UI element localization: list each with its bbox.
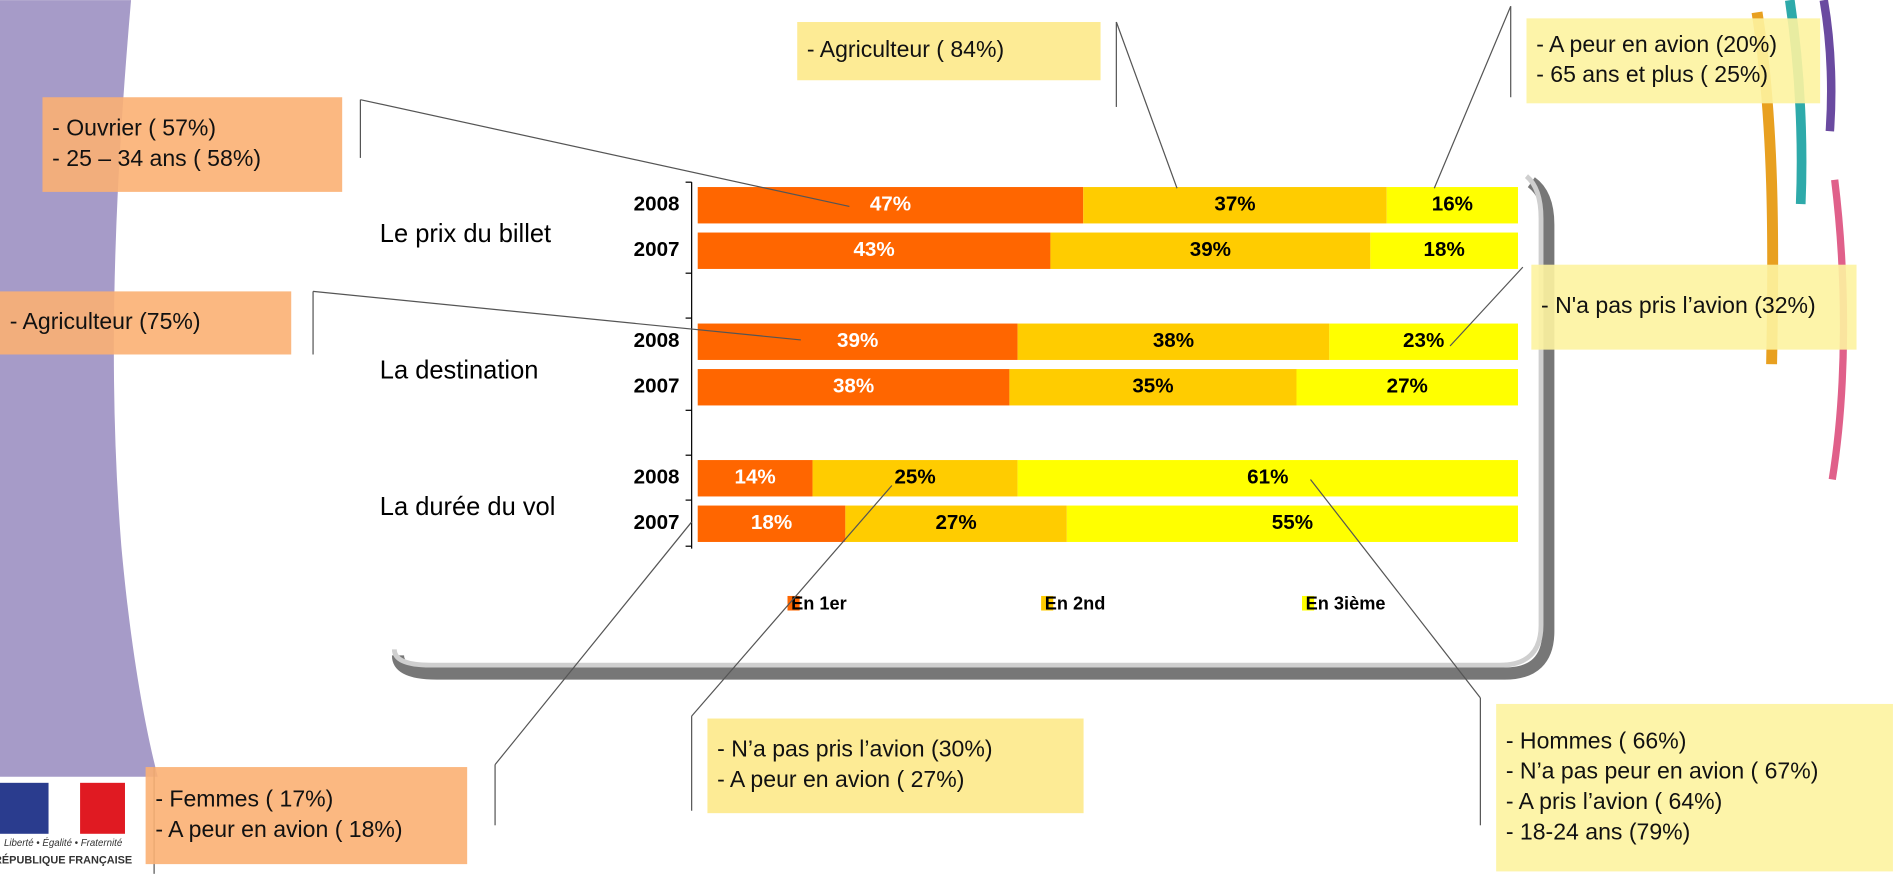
annotation-leader [1433,6,1512,189]
bar-segment [1083,187,1387,224]
annotation-text: - A pris l’avion ( 64%) [1506,788,1722,814]
annotation-text: - 18-24 ans (79%) [1506,818,1690,844]
logo-flag-red [80,782,125,834]
annotation-leader [313,290,801,341]
bar-segment [697,369,1010,406]
bar-segment [1017,460,1518,497]
value-label: 35% [1132,375,1173,398]
annotation-leader [360,99,850,208]
annotation-leader [494,521,693,766]
value-label: 55% [1272,511,1313,534]
value-label: 39% [837,329,878,352]
value-label: 43% [853,238,894,261]
value-label: 18% [751,511,792,534]
annotation-text: - N'a pas pris l’avion (32%) [1541,292,1816,318]
bar-segment [697,232,1051,269]
annotation-text: - A peur en avion (20%) [1536,31,1777,57]
annotation-leader [691,485,893,717]
annotation-text: - A peur en avion ( 18%) [155,816,402,842]
value-label: 27% [1387,375,1428,398]
value-label: 38% [833,375,874,398]
legend-label: En 2nd [1045,593,1106,613]
value-label: 39% [1190,238,1231,261]
value-label: 18% [1424,238,1465,261]
legend-swatch [1041,595,1054,611]
value-label: 25% [894,466,935,489]
bar-segment [1017,323,1330,360]
frame [391,174,1544,668]
annotation-text: - A peur en avion ( 27%) [717,766,964,792]
annotation-text: - Agriculteur ( 84%) [807,36,1004,62]
legend-swatch [787,595,800,611]
category-label: 2008 [634,466,680,489]
category-label: 2008 [634,329,680,352]
group-label: Le prix du billet [380,220,551,248]
logo-flag-blue [0,782,49,834]
bar-segment [697,187,1084,224]
annotation-text: - Femmes ( 17%) [155,786,333,812]
legend-label: En 3ième [1306,593,1386,613]
value-label: 38% [1153,329,1194,352]
value-label: 16% [1432,193,1473,216]
bar-segment [1050,232,1371,269]
side-decoration [0,0,158,777]
annotation-box [42,97,343,192]
group-label: La destination [380,357,539,385]
decor-stroke [1819,0,1836,132]
annotation-leader [1115,21,1178,189]
annotation-leader [1310,479,1481,699]
annotation-box [707,718,1084,814]
value-label: 47% [870,193,911,216]
category-label: 2007 [634,375,680,398]
logo-motto: Liberté • Égalité • Fraternité [4,838,123,849]
bar-segment [697,460,813,497]
annotation-leader [1449,266,1524,347]
bar-segment [1009,369,1297,406]
value-label: 61% [1247,466,1288,489]
annotation-box [797,22,1101,81]
annotation-text: - N’a pas peur en avion ( 67%) [1506,758,1819,784]
frame-shadow [391,177,1555,680]
bar-segment [845,505,1067,542]
group-label: La durée du vol [380,493,556,521]
bar-segment [1066,505,1518,542]
annotation-box [1526,18,1821,104]
value-label: 27% [935,511,976,534]
annotation-text: - N’a pas pris l’avion (30%) [717,736,992,762]
logo-name: RÉPUBLIQUE FRANÇAISE [0,853,132,866]
value-label: 23% [1403,329,1444,352]
bar-segment [697,505,846,542]
value-label: 37% [1214,193,1255,216]
legend-swatch [1301,595,1315,611]
category-label: 2007 [634,511,680,534]
category-label: 2007 [634,238,680,261]
bar-segment [1386,187,1518,224]
bar-segment [1329,323,1518,360]
bar-segment [697,323,1018,360]
legend-label: En 1er [791,593,847,613]
annotation-box [1496,703,1893,872]
annotation-text: - 65 ans et plus ( 25%) [1536,61,1768,87]
bar-segment [1370,232,1518,269]
bar-segment [1296,369,1518,406]
annotation-text: - Agriculteur (75%) [10,308,201,334]
annotation-text: - Hommes ( 66%) [1506,727,1687,753]
bar-segment [812,460,1018,497]
category-label: 2008 [634,193,680,216]
annotation-text: - Ouvrier ( 57%) [52,114,216,140]
annotation-box [0,291,292,355]
annotation-box [1531,264,1857,350]
annotation-box [145,767,468,865]
annotation-text: - 25 – 34 ans ( 58%) [52,145,261,171]
value-label: 14% [735,466,776,489]
